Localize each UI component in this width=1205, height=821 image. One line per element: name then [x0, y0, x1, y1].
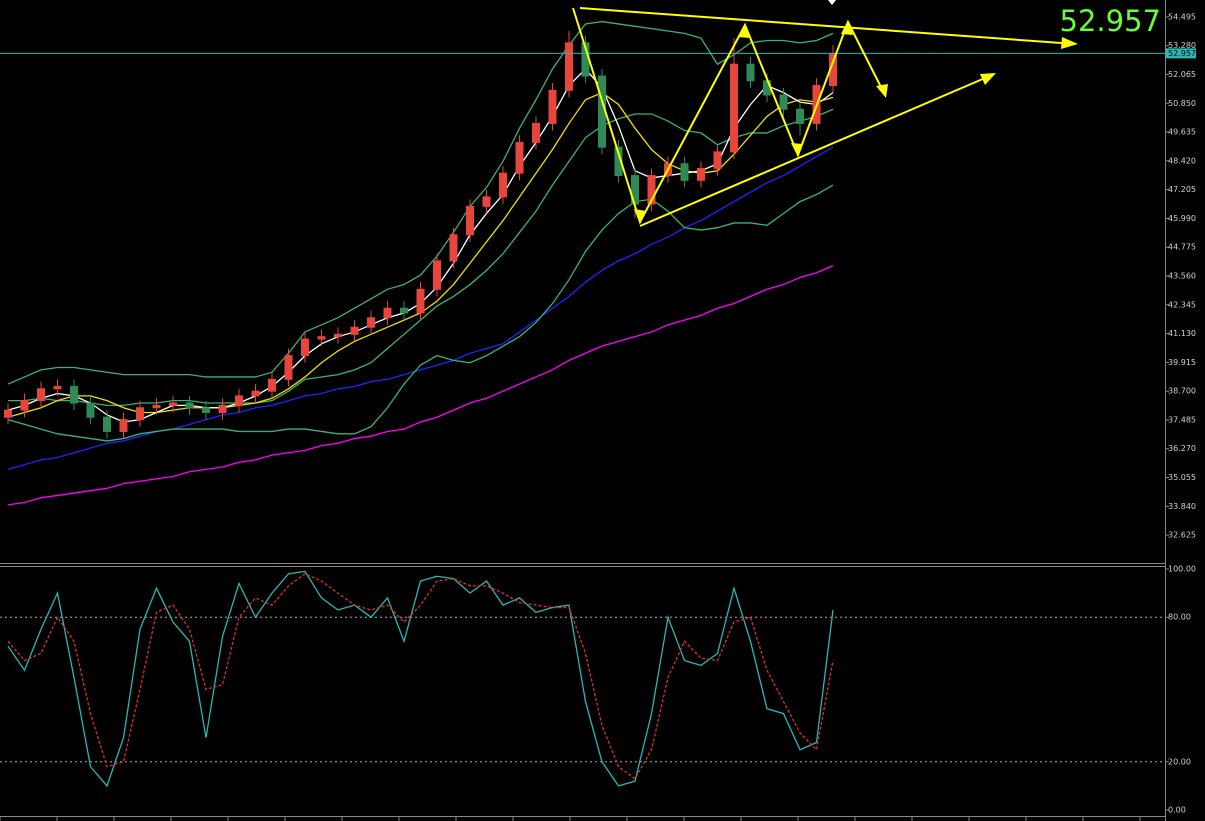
arrow-head — [1061, 37, 1078, 49]
y-tick-label: 33.840 — [1168, 502, 1196, 511]
y-tick-label: 20.00 — [1168, 757, 1191, 766]
candle-body — [680, 163, 689, 181]
candle-body — [103, 416, 111, 432]
arrow-head — [791, 143, 803, 157]
last-price-box — [1166, 48, 1196, 59]
y-tick-label: 39.915 — [1168, 358, 1196, 367]
candle-body — [647, 175, 656, 205]
marker — [828, 0, 836, 5]
candle-body — [317, 336, 326, 340]
y-tick-label: 52.065 — [1168, 70, 1196, 79]
indicator-line — [7, 184, 834, 442]
zigzag-annotation — [572, 7, 886, 225]
upper-trendline — [579, 7, 1076, 45]
candle-body — [284, 355, 293, 380]
candle-body — [350, 326, 359, 335]
y-tick-label: 53.280 — [1168, 41, 1196, 50]
candle-body — [152, 404, 161, 409]
candle-body — [70, 385, 78, 404]
candle-body — [796, 108, 804, 124]
arrow-head — [980, 73, 996, 85]
indicator-line — [7, 570, 834, 788]
candle-body — [466, 205, 474, 236]
candle-body — [37, 388, 45, 402]
candle-body — [20, 400, 29, 411]
y-tick-label: 35.055 — [1168, 473, 1196, 482]
y-tick-label: 32.625 — [1168, 531, 1196, 540]
last-price-label: 52.957 — [1168, 49, 1196, 58]
candle-body — [433, 260, 441, 290]
candle-body — [53, 385, 62, 390]
candle-body — [400, 307, 408, 314]
candle-body — [482, 196, 491, 207]
y-tick-label: 42.345 — [1168, 300, 1196, 309]
candle-body — [202, 407, 210, 413]
candle-body — [185, 402, 194, 409]
plot-area — [0, 20, 1165, 788]
indicator-line — [7, 146, 834, 470]
y-tick-label: 47.205 — [1168, 185, 1196, 194]
candle-body — [746, 63, 755, 82]
indicator-line — [7, 20, 834, 385]
axes: 54.495 53.280 52.065 50.850 49.635 48.420 47.2… — [0, 4, 1196, 821]
candle-body — [268, 378, 276, 392]
candle-body — [251, 390, 260, 397]
candle-body — [86, 402, 95, 418]
y-tick-label: 45.990 — [1168, 214, 1196, 223]
y-tick-label: 41.130 — [1168, 329, 1196, 338]
candle-body — [565, 42, 573, 91]
candle-body — [713, 151, 722, 169]
y-tick-label: 0.00 — [1168, 806, 1186, 815]
candle-body — [548, 89, 557, 124]
candle-body — [218, 404, 227, 413]
candle-body — [4, 409, 12, 418]
candle-body — [532, 122, 540, 143]
trend-annotations — [572, 7, 1078, 227]
y-tick-label: 38.700 — [1168, 387, 1196, 396]
candle-body — [449, 234, 458, 262]
candle-body — [515, 141, 524, 174]
y-tick-label: 37.485 — [1168, 415, 1196, 424]
candle-body — [383, 307, 392, 319]
y-tick-label: 48.420 — [1168, 156, 1196, 165]
arrow-head — [841, 20, 853, 35]
arrow-head — [634, 209, 646, 224]
candle-body — [499, 172, 507, 198]
indicator-line — [7, 265, 834, 506]
candle-body — [730, 63, 738, 153]
indicator-line — [7, 573, 834, 780]
candle-body — [169, 402, 177, 406]
y-tick-label: 100.00 — [1168, 565, 1196, 574]
candle-body — [367, 317, 375, 328]
candle-body — [301, 338, 309, 357]
arrow-head — [738, 23, 750, 38]
arrow-head — [876, 84, 888, 98]
y-tick-label: 44.775 — [1168, 243, 1196, 252]
candle-body — [334, 333, 342, 338]
y-tick-label: 50.850 — [1168, 99, 1196, 108]
candle-body — [119, 419, 128, 432]
y-tick-label: 49.635 — [1168, 128, 1196, 137]
candle-body — [416, 288, 425, 314]
current-price: 52.957 — [1060, 4, 1161, 38]
candle-body — [235, 395, 243, 406]
candle-body — [779, 94, 788, 110]
candle-body — [136, 407, 144, 421]
candle-body — [697, 167, 705, 181]
lower-trendline — [639, 74, 993, 227]
y-tick-label: 43.560 — [1168, 272, 1196, 281]
y-tick-label: 36.270 — [1168, 444, 1196, 453]
y-tick-label: 54.495 — [1168, 12, 1196, 21]
y-tick-label: 80.00 — [1168, 613, 1191, 622]
